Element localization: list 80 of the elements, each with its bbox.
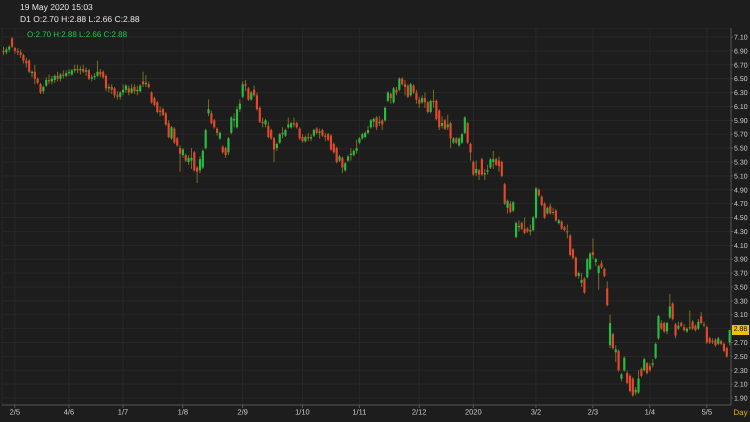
candlestick <box>336 146 338 164</box>
candlestick <box>509 200 512 214</box>
candlestick <box>242 80 244 99</box>
candlestick <box>628 374 632 394</box>
candlestick <box>378 116 380 126</box>
candlestick <box>663 321 666 334</box>
candlestick <box>48 74 50 85</box>
candlestick <box>549 203 552 216</box>
candlestick <box>515 221 518 239</box>
candlestick <box>178 144 182 172</box>
candlestick <box>583 276 586 294</box>
candlestick <box>706 325 708 344</box>
candlestick <box>660 320 662 331</box>
candlestick <box>287 117 290 130</box>
candlestick <box>350 148 352 162</box>
candlestick <box>688 310 691 331</box>
candlestick <box>230 116 232 135</box>
candlestick <box>618 348 620 372</box>
candlestick <box>608 314 612 349</box>
chart-subtitle: D1 O:2.70 H:2.88 L:2.66 C:2.88 <box>20 14 140 25</box>
candlestick <box>204 128 207 150</box>
candlestick <box>657 314 660 340</box>
candlestick <box>410 82 412 98</box>
candlestick <box>472 160 474 176</box>
candlestick <box>674 322 677 339</box>
candlestick <box>404 80 406 96</box>
candlestick <box>580 272 583 288</box>
candlestick <box>202 149 204 170</box>
candlestick <box>173 126 176 144</box>
candlestick <box>341 156 344 174</box>
candlestick <box>34 64 36 85</box>
candlestick <box>375 116 378 131</box>
candlestick <box>654 342 657 360</box>
candlestick <box>460 132 464 144</box>
candlestick <box>110 84 113 94</box>
candlestick <box>356 139 358 154</box>
annotation: O:2.70 H:2.88 L:2.66 C:2.88 <box>27 30 128 40</box>
candlestick <box>666 321 668 335</box>
candlestick <box>554 208 558 222</box>
candlestick <box>292 117 296 128</box>
candlestick <box>646 361 648 375</box>
candlestick <box>330 134 332 152</box>
candlestick <box>398 76 400 92</box>
candlestick <box>386 90 390 103</box>
candlestick <box>512 200 514 212</box>
candlestick <box>39 82 42 94</box>
x-axis-title: Day <box>732 408 749 418</box>
chart-title: 19 May 2020 15:03 <box>20 2 93 13</box>
candlestick <box>372 117 375 128</box>
candlestick <box>446 114 449 131</box>
candlestick <box>28 58 30 74</box>
candlestick <box>156 100 158 114</box>
candlestick <box>96 60 99 78</box>
candlestick <box>318 128 321 139</box>
candlestick <box>469 142 472 162</box>
candlestick <box>150 90 153 104</box>
candlestick <box>500 160 503 178</box>
candlestick <box>480 157 483 176</box>
candlestick <box>475 160 478 176</box>
candlestick <box>484 168 486 181</box>
candlestick <box>632 376 634 398</box>
candlestick <box>128 85 130 96</box>
candlestick <box>728 330 731 346</box>
candlestick <box>606 280 608 307</box>
candlestick <box>392 86 395 104</box>
candlestick <box>104 74 108 92</box>
candlestick <box>22 53 25 64</box>
candlestick <box>227 136 230 156</box>
candlestick <box>440 116 444 130</box>
candlestick <box>406 84 409 99</box>
candlestick <box>668 293 671 320</box>
candlestick <box>267 121 270 139</box>
candlestick <box>524 217 526 235</box>
candlestick <box>637 370 640 394</box>
candlestick <box>603 267 606 278</box>
candlestick <box>492 150 494 170</box>
candlestick <box>560 220 563 231</box>
candlestick <box>458 136 460 148</box>
candlestick <box>113 86 116 99</box>
candlestick <box>726 346 728 358</box>
